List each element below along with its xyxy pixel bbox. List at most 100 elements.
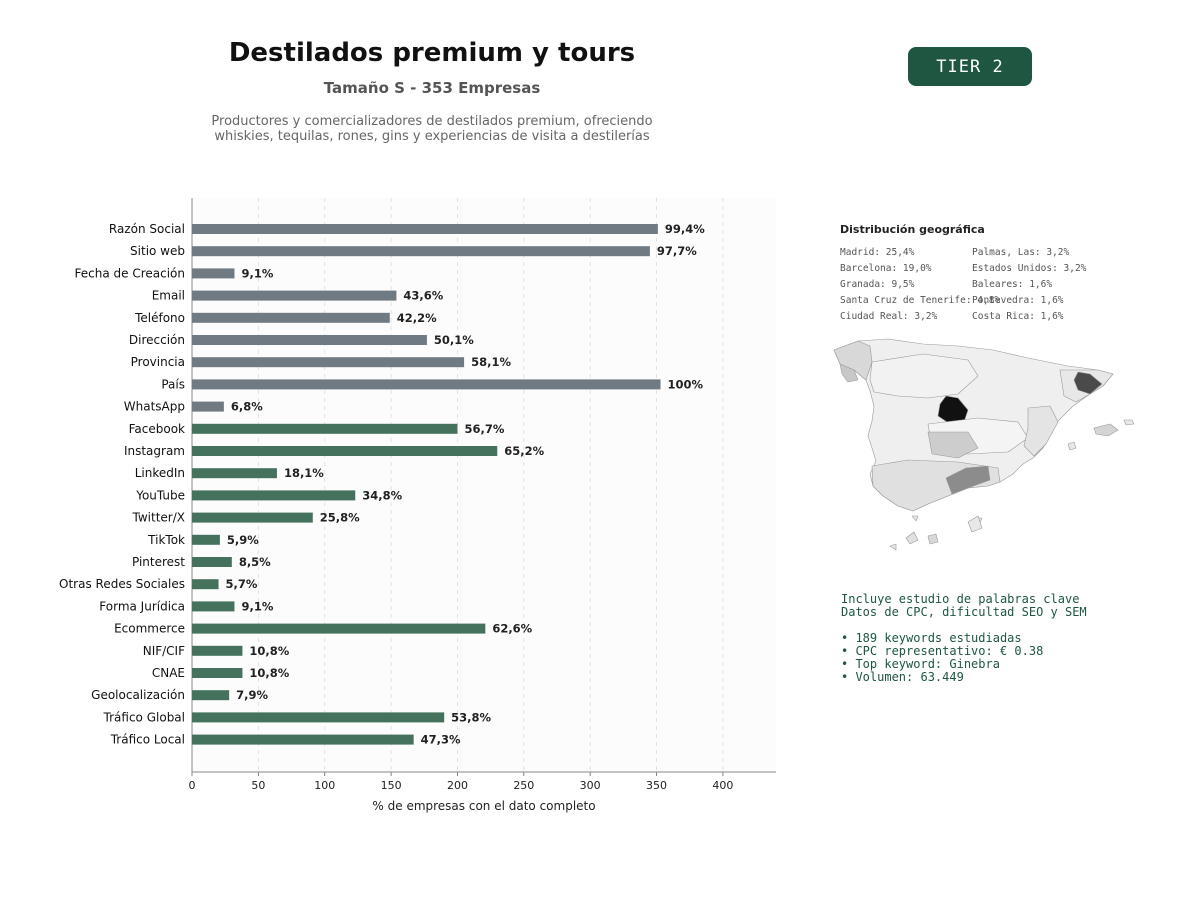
bar (192, 423, 458, 434)
keywords-intro-line: Incluye estudio de palabras clave (841, 592, 1080, 606)
bar (192, 623, 486, 634)
bar (192, 379, 661, 390)
bar (192, 534, 220, 545)
x-tick-label: 350 (646, 779, 667, 792)
pontevedra-region (839, 363, 859, 383)
x-axis-label: % de empresas con el dato completo (372, 799, 595, 813)
barcelona-region (1073, 371, 1103, 395)
bar (192, 357, 465, 368)
geo-item: Costa Rica: 1,6% (972, 311, 1064, 322)
bar (192, 668, 243, 678)
data-label: 6,8% (231, 400, 263, 414)
geo-item: Ciudad Real: 3,2% (840, 311, 938, 322)
sector-description: Productores y comercializadores de desti… (182, 114, 682, 144)
category-label: Ecommerce (114, 622, 185, 636)
x-tick-label: 100 (314, 779, 335, 792)
canarias-palmas-region (927, 533, 939, 545)
category-label: Provincia (131, 355, 185, 369)
data-label: 10,8% (249, 666, 289, 680)
data-label: 42,2% (397, 311, 437, 325)
bar (192, 290, 397, 301)
geo-distribution-title: Distribución geográfica (840, 223, 985, 236)
geo-item: Madrid: 25,4% (840, 247, 915, 258)
data-label: 58,1% (471, 355, 511, 369)
category-label: Geolocalización (91, 688, 185, 702)
bar (192, 557, 232, 567)
category-label: Otras Redes Sociales (59, 577, 185, 591)
data-label: 62,6% (492, 622, 532, 636)
category-label: Razón Social (109, 222, 185, 236)
bar (192, 645, 243, 656)
ciudad-real-region (927, 431, 979, 459)
canarias-lanzarote-region (967, 515, 983, 533)
keywords-bullet: • Top keyword: Ginebra (841, 657, 1000, 671)
data-label: 100% (668, 377, 704, 391)
category-label: Forma Jurídica (99, 599, 185, 613)
page-subtitle: Tamaño S - 353 Empresas (323, 79, 541, 97)
ibiza-region (1067, 441, 1077, 451)
bar (192, 246, 650, 257)
geo-item: Baleares: 1,6% (972, 279, 1053, 290)
x-tick-label: 50 (251, 779, 265, 792)
page-title: Destilados premium y tours (228, 38, 636, 68)
category-label: Sitio web (130, 244, 185, 258)
category-label: TikTok (147, 533, 185, 547)
ceuta-region (911, 515, 919, 522)
geo-item: Granada: 9,5% (840, 279, 915, 290)
data-label: 43,6% (403, 289, 443, 303)
keywords-bullet: • Volumen: 63.449 (841, 670, 964, 684)
data-label: 8,5% (239, 555, 271, 569)
category-label: Fecha de Creación (75, 266, 185, 280)
category-label: WhatsApp (124, 400, 185, 414)
bar (192, 734, 414, 745)
castilla-leon-region (869, 353, 979, 399)
category-label: Twitter/X (132, 511, 185, 525)
category-label: Email (152, 289, 185, 303)
x-tick-label: 300 (580, 779, 601, 792)
bar (192, 512, 313, 523)
bar (192, 690, 230, 701)
description-line: whiskies, tequilas, rones, gins y experi… (214, 129, 650, 144)
geo-item: Barcelona: 19,0% (840, 263, 932, 274)
category-label: CNAE (152, 666, 185, 680)
data-label: 56,7% (464, 422, 504, 436)
data-label: 99,4% (665, 222, 705, 236)
valencia-region (1023, 405, 1059, 457)
data-label: 5,7% (226, 577, 258, 591)
data-label: 9,1% (241, 599, 273, 613)
bar (192, 401, 224, 412)
bar (192, 335, 427, 345)
data-label: 97,7% (657, 244, 697, 258)
data-label: 7,9% (236, 688, 268, 702)
data-label: 47,3% (421, 733, 461, 747)
geo-item: Santa Cruz de Tenerife: 4,8% (840, 295, 1001, 306)
canarias-gomera-region (889, 543, 897, 551)
bar (192, 712, 445, 723)
data-label: 25,8% (320, 511, 360, 525)
x-tick-label: 200 (447, 779, 468, 792)
data-label: 65,2% (504, 444, 544, 458)
category-label: Pinterest (132, 555, 185, 569)
completeness-bar-chart: 0 50 100 150 200 250 300 350 400 % de empresas co… (59, 198, 776, 813)
data-label: 50,1% (434, 333, 474, 347)
keywords-bullet: • 189 keywords estudiadas (841, 631, 1022, 645)
x-tick-label: 400 (712, 779, 733, 792)
category-label: YouTube (135, 488, 185, 502)
bar (192, 224, 658, 234)
x-tick-label: 0 (189, 779, 196, 792)
category-label: Dirección (129, 333, 185, 347)
data-label: 53,8% (451, 710, 491, 724)
category-label: Facebook (129, 422, 185, 436)
category-label: Instagram (124, 444, 185, 458)
bar (192, 468, 277, 479)
x-tick-label: 150 (381, 779, 402, 792)
category-label: NIF/CIF (143, 644, 185, 658)
bar (192, 601, 235, 612)
geo-item: Pontevedra: 1,6% (972, 295, 1064, 306)
plot-area (192, 198, 776, 772)
geo-item: Palmas, Las: 3,2% (972, 247, 1070, 258)
category-label: Tráfico Local (110, 733, 185, 747)
menorca-region (1123, 419, 1135, 426)
canarias-tenerife-region (905, 531, 919, 545)
data-label: 34,8% (362, 488, 402, 502)
